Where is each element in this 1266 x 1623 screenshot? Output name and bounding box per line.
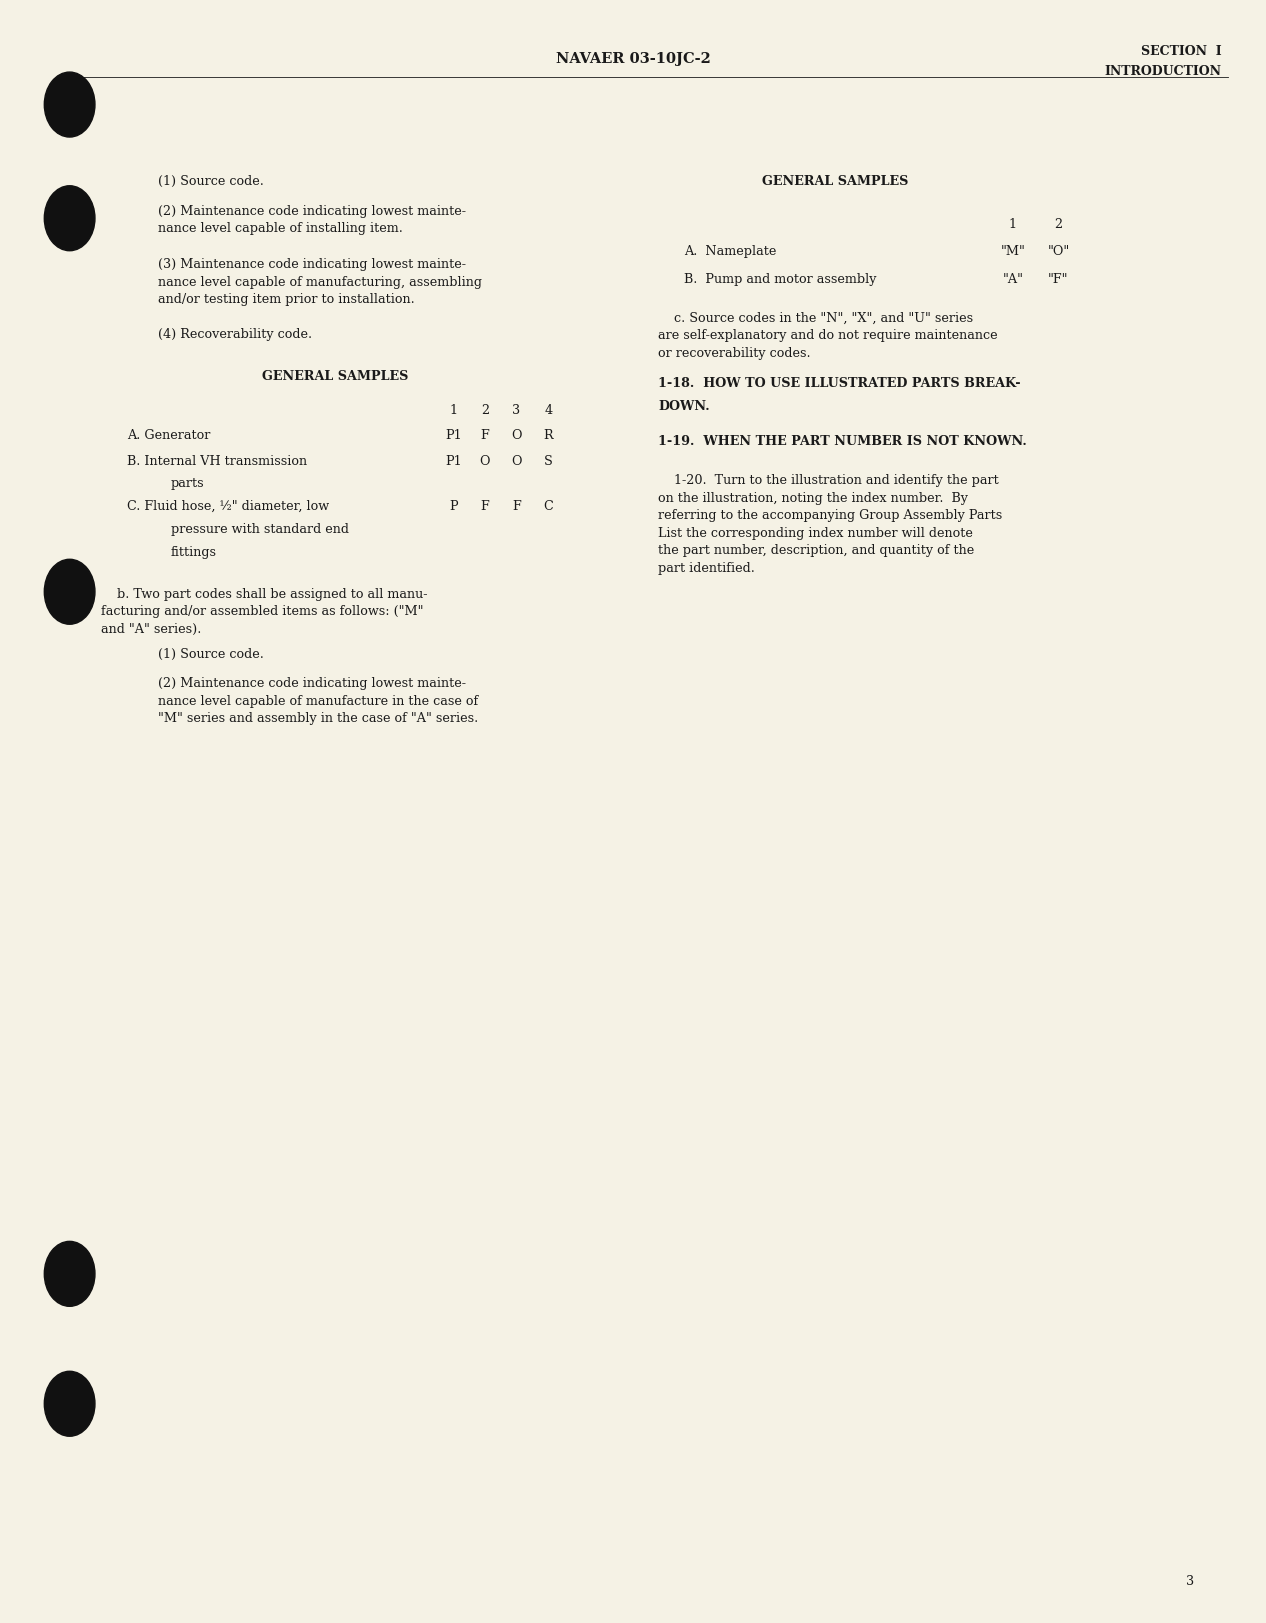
Text: O: O [480, 454, 490, 467]
Text: (1) Source code.: (1) Source code. [158, 648, 265, 661]
Text: 3: 3 [1186, 1574, 1194, 1587]
Text: b. Two part codes shall be assigned to all manu-
facturing and/or assembled item: b. Two part codes shall be assigned to a… [101, 588, 428, 636]
Text: "M": "M" [1000, 245, 1025, 258]
Text: fittings: fittings [171, 545, 216, 558]
Text: (2) Maintenance code indicating lowest mainte-
nance level capable of installing: (2) Maintenance code indicating lowest m… [158, 204, 466, 235]
Text: P: P [449, 500, 457, 513]
Text: GENERAL SAMPLES: GENERAL SAMPLES [262, 370, 409, 383]
Text: C. Fluid hose, ½" diameter, low: C. Fluid hose, ½" diameter, low [127, 500, 329, 513]
Circle shape [44, 1371, 95, 1436]
Text: S: S [544, 454, 552, 467]
Circle shape [44, 187, 95, 252]
Text: F: F [481, 500, 489, 513]
Circle shape [44, 1242, 95, 1307]
Circle shape [44, 560, 95, 625]
Text: "F": "F" [1048, 273, 1069, 286]
Text: SECTION  I: SECTION I [1141, 45, 1222, 58]
Text: parts: parts [171, 477, 205, 490]
Text: B. Internal VH transmission: B. Internal VH transmission [127, 454, 306, 467]
Text: "O": "O" [1047, 245, 1070, 258]
Text: DOWN.: DOWN. [658, 399, 710, 412]
Text: A. Generator: A. Generator [127, 428, 210, 441]
Text: 2: 2 [1055, 217, 1062, 230]
Text: 1: 1 [449, 404, 457, 417]
Text: NAVAER 03-10JC-2: NAVAER 03-10JC-2 [556, 52, 710, 67]
Text: 4: 4 [544, 404, 552, 417]
Text: (4) Recoverability code.: (4) Recoverability code. [158, 328, 313, 341]
Text: P1: P1 [444, 454, 462, 467]
Text: O: O [511, 428, 522, 441]
Text: F: F [481, 428, 489, 441]
Circle shape [44, 73, 95, 138]
Text: pressure with standard end: pressure with standard end [171, 523, 349, 536]
Text: 1-18.  HOW TO USE ILLUSTRATED PARTS BREAK-: 1-18. HOW TO USE ILLUSTRATED PARTS BREAK… [658, 377, 1020, 390]
Text: P1: P1 [444, 428, 462, 441]
Text: B.  Pump and motor assembly: B. Pump and motor assembly [684, 273, 876, 286]
Text: (2) Maintenance code indicating lowest mainte-
nance level capable of manufactur: (2) Maintenance code indicating lowest m… [158, 677, 479, 725]
Text: A.  Nameplate: A. Nameplate [684, 245, 776, 258]
Text: c. Source codes in the "N", "X", and "U" series
are self-explanatory and do not : c. Source codes in the "N", "X", and "U"… [658, 312, 998, 360]
Text: C: C [543, 500, 553, 513]
Text: "A": "A" [1003, 273, 1023, 286]
Text: 3: 3 [513, 404, 520, 417]
Text: 1: 1 [1009, 217, 1017, 230]
Text: R: R [543, 428, 553, 441]
Text: F: F [513, 500, 520, 513]
Text: 2: 2 [481, 404, 489, 417]
Text: INTRODUCTION: INTRODUCTION [1105, 65, 1222, 78]
Text: O: O [511, 454, 522, 467]
Text: 1-19.  WHEN THE PART NUMBER IS NOT KNOWN.: 1-19. WHEN THE PART NUMBER IS NOT KNOWN. [658, 435, 1027, 448]
Text: 1-20.  Turn to the illustration and identify the part
on the illustration, notin: 1-20. Turn to the illustration and ident… [658, 474, 1003, 575]
Text: (3) Maintenance code indicating lowest mainte-
nance level capable of manufactur: (3) Maintenance code indicating lowest m… [158, 258, 482, 307]
Text: GENERAL SAMPLES: GENERAL SAMPLES [762, 175, 909, 188]
Text: (1) Source code.: (1) Source code. [158, 175, 265, 188]
